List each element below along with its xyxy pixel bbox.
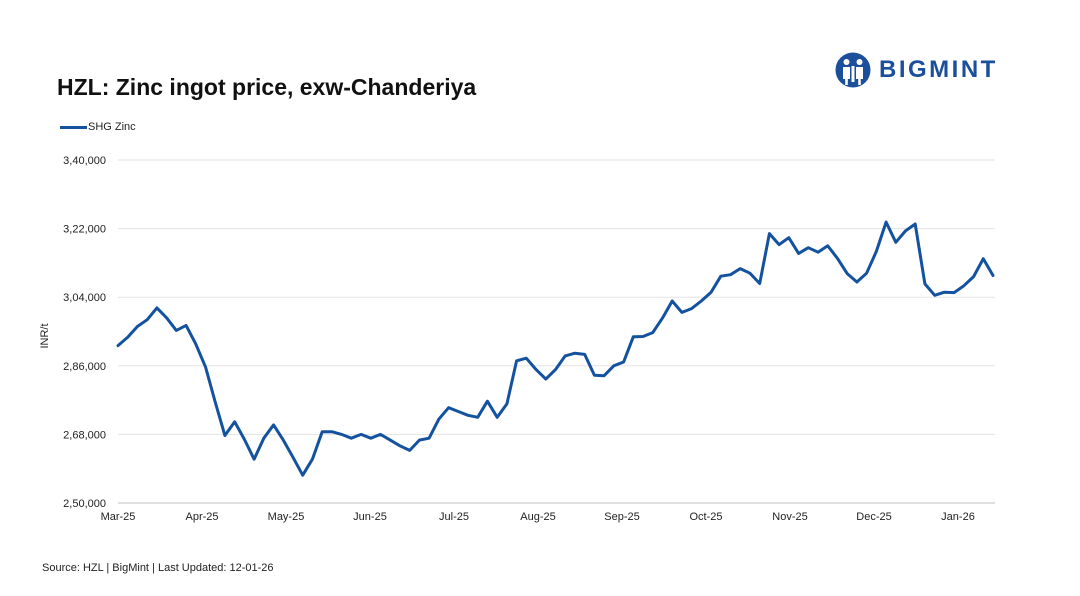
x-tick-label: Aug-25 [520, 511, 555, 523]
x-tick-label: Nov-25 [772, 511, 807, 523]
x-axis-tick-labels: Mar-25 Apr-25 May-25 Jun-25 Jul-25 Aug-25 Sep-… [101, 511, 975, 523]
y-tick-label: 2,86,000 [63, 361, 106, 373]
series-line-shg-zinc [116, 220, 995, 477]
y-tick-label: 3,40,000 [63, 155, 106, 167]
y-tick-label: 2,50,000 [63, 498, 106, 510]
x-tick-label: Sep-25 [604, 511, 639, 523]
legend: SHG Zinc [60, 121, 136, 133]
series-layer [116, 220, 995, 477]
chart-title: HZL: Zinc ingot price, exw-Chanderiya [57, 74, 477, 100]
logo-text: BIGMINT [879, 56, 998, 83]
legend-line-swatch [60, 125, 87, 129]
y-tick-label: 3,04,000 [63, 292, 106, 304]
y-tick-label: 3,22,000 [63, 224, 106, 236]
x-tick-label: Jun-25 [353, 511, 387, 523]
x-tick-label: Jan-26 [941, 511, 975, 523]
y-axis-label: INR/t [39, 323, 51, 348]
bigmint-logo: BIGMINT [835, 50, 998, 90]
source-note: Source: HZL | BigMint | Last Updated: 12… [42, 562, 274, 574]
gridlines [118, 159, 995, 504]
bigmint-logo-icon [835, 52, 871, 88]
x-tick-label: Dec-25 [856, 511, 891, 523]
x-tick-label: Jul-25 [439, 511, 469, 523]
x-tick-label: Mar-25 [101, 511, 136, 523]
x-tick-label: Oct-25 [689, 511, 722, 523]
x-tick-label: Apr-25 [185, 511, 218, 523]
x-tick-label: May-25 [268, 511, 305, 523]
y-tick-label: 2,68,000 [63, 429, 106, 441]
y-axis-tick-labels: 2,50,000 2,68,000 2,86,000 3,04,000 3,22,000… [63, 155, 106, 510]
legend-label: SHG Zinc [88, 121, 136, 133]
